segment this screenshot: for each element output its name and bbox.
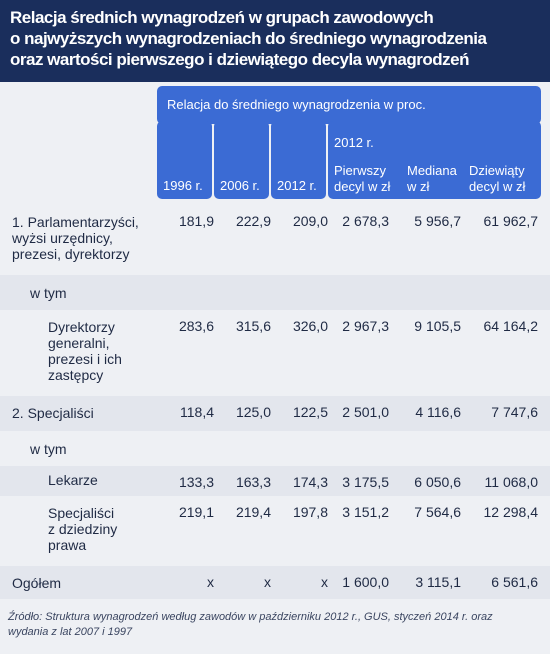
- header-sub-line: decyl w zł: [469, 179, 526, 194]
- header-group-2012: 2012 r. Pierwszy decyl w zł Mediana w zł…: [328, 121, 541, 199]
- row-label-line: generalni,: [48, 335, 110, 351]
- table-cell: 64 164,2: [483, 318, 539, 334]
- table-cell: 283,6: [178, 318, 214, 334]
- title-line: Relacja średnich wynagrodzeń w grupach z…: [10, 8, 434, 27]
- table-row: Ogółem x x x 1 600,0 3 115,1 6 561,6: [0, 566, 550, 599]
- table-cell: 122,5: [292, 404, 328, 420]
- row-label-line: prezesi, dyrektorzy: [12, 246, 130, 262]
- header-sub-line: Mediana: [407, 163, 457, 178]
- row-label-line: wyżsi urzędnicy,: [12, 230, 113, 246]
- row-label-line: prezesi i ich: [48, 351, 122, 367]
- table-cell: x: [207, 574, 214, 590]
- header-year-label: 2006 r.: [220, 178, 260, 193]
- table-cell: 2 678,3: [342, 213, 389, 229]
- table-cell: 11 068,0: [484, 474, 538, 490]
- table-row: Lekarze 133,3 163,3 174,3 3 175,5 6 050,6 11 0…: [0, 466, 550, 496]
- row-label-line: Lekarze: [48, 472, 98, 488]
- row-label-line: Specjaliści: [48, 505, 115, 521]
- table-cell: 6 050,6: [414, 474, 461, 490]
- table-cell: 2 967,3: [342, 318, 389, 334]
- table-cell: 61 962,7: [483, 213, 539, 229]
- header-year-label: 2012 r.: [277, 178, 317, 193]
- table-row: Specjaliści z dziedziny prawa 219,1 219,4 197…: [0, 496, 550, 566]
- table-row: 1. Parlamentarzyści, wyżsi urzędnicy, prez…: [0, 205, 550, 275]
- title-line: oraz wartości pierwszego i dziewiątego d…: [10, 50, 469, 69]
- table-cell: 4 116,6: [415, 404, 461, 420]
- title-line: o najwyższych wynagrodzeniach do średnie…: [10, 29, 487, 48]
- row-label-line: w tym: [30, 441, 67, 457]
- table-row: w tym: [0, 431, 550, 466]
- table-cell: 181,9: [178, 213, 214, 229]
- table-cell: 7 564,6: [414, 504, 461, 520]
- header-year-1996: 1996 r.: [157, 121, 212, 199]
- row-label-line: w tym: [30, 285, 67, 301]
- table-cell: 125,0: [235, 404, 271, 420]
- header-banner: Relacja do średniego wynagrodzenia w pro…: [157, 86, 541, 124]
- row-label: w tym: [30, 441, 67, 457]
- table-cell: x: [321, 574, 328, 590]
- table-cell: 6 561,6: [491, 574, 538, 590]
- table-cell: 1 600,0: [342, 574, 389, 590]
- table-cell: 5 956,7: [414, 213, 461, 229]
- table-cell: 118,4: [180, 404, 214, 420]
- header-median: Mediana w zł: [407, 163, 457, 195]
- table-cell: 163,3: [235, 474, 271, 490]
- table-cell: 209,0: [292, 213, 328, 229]
- row-label: Ogółem: [12, 575, 61, 591]
- source-line: Źródło: Struktura wynagrodzeń według zaw…: [8, 611, 493, 623]
- header-group-year: 2012 r.: [334, 135, 374, 150]
- table-cell: 3 175,5: [342, 474, 389, 490]
- table-cell: 2 501,0: [342, 404, 389, 420]
- table-cell: 12 298,4: [483, 504, 539, 520]
- header-first-decile: Pierwszy decyl w zł: [334, 163, 390, 195]
- row-label-line: 1. Parlamentarzyści,: [12, 214, 139, 230]
- table-row: 2. Specjaliści 118,4 125,0 122,5 2 501,0 4 11…: [0, 396, 550, 431]
- table-row: w tym: [0, 275, 550, 310]
- header-sub-line: w zł: [407, 179, 430, 194]
- row-label: w tym: [30, 285, 67, 301]
- header-sub-line: decyl w zł: [334, 179, 391, 194]
- table-cell: x: [264, 574, 271, 590]
- table-cell: 326,0: [292, 318, 328, 334]
- table-row: Dyrektorzy generalni, prezesi i ich zastępc…: [0, 310, 550, 396]
- row-label-line: Ogółem: [12, 575, 62, 591]
- row-label: Specjaliści z dziedziny prawa: [48, 505, 117, 553]
- row-label: Lekarze: [48, 472, 98, 488]
- header-ninth-decile: Dziewiąty decyl w zł: [469, 163, 525, 195]
- header-year-label: 1996 r.: [163, 178, 203, 193]
- header-year-2006: 2006 r.: [214, 121, 269, 199]
- chart-title: Relacja średnich wynagrodzeń w grupach z…: [0, 0, 550, 82]
- table-cell: 9 105,5: [414, 318, 461, 334]
- table-cell: 197,8: [292, 504, 328, 520]
- table-cell: 7 747,6: [491, 404, 538, 420]
- table-cell: 222,9: [235, 213, 271, 229]
- row-label-line: z dziedziny: [48, 521, 118, 537]
- table-cell: 219,4: [235, 504, 271, 520]
- table-cell: 174,3: [292, 474, 328, 490]
- header-sub-line: Dziewiąty: [469, 163, 525, 178]
- row-label-line: prawa: [48, 537, 87, 553]
- row-label: Dyrektorzy generalni, prezesi i ich zastępc…: [48, 319, 122, 383]
- table-cell: 219,1: [178, 504, 214, 520]
- source-note: Źródło: Struktura wynagrodzeń według zaw…: [8, 610, 542, 640]
- row-label: 2. Specjaliści: [12, 405, 94, 421]
- table-cell: 133,3: [178, 474, 214, 490]
- header-sub-line: Pierwszy: [334, 163, 387, 178]
- row-label-line: 2. Specjaliści: [12, 405, 94, 421]
- source-line: wydania z lat 2007 i 1997: [8, 626, 133, 638]
- table-cell: 3 151,2: [342, 504, 389, 520]
- table-cell: 3 115,1: [415, 574, 461, 590]
- header-year-2012: 2012 r.: [271, 121, 326, 199]
- table-cell: 315,6: [235, 318, 271, 334]
- row-label: 1. Parlamentarzyści, wyżsi urzędnicy, prez…: [12, 214, 139, 262]
- row-label-line: zastępcy: [48, 367, 104, 383]
- row-label-line: Dyrektorzy: [48, 319, 115, 335]
